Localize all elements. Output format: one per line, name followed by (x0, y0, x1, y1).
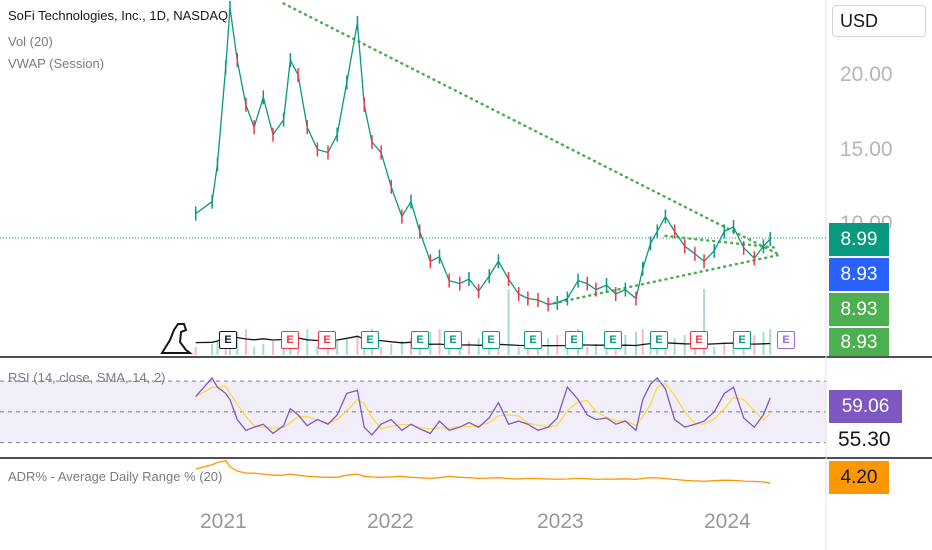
volume-bar (526, 344, 529, 355)
adr-label[interactable]: ADR% - Average Daily Range % (20) (8, 469, 223, 484)
symbol-name[interactable]: SoFi Technologies, Inc., 1D, NASDAQ (8, 8, 229, 23)
currency-selector[interactable]: USD (832, 5, 926, 37)
volume-bar (723, 344, 726, 355)
volume-bar (703, 289, 706, 355)
volume-bar (467, 341, 470, 355)
earnings-marker[interactable]: E (650, 331, 668, 349)
volume-bar (656, 344, 659, 355)
volume-bar (458, 344, 461, 355)
volume-bar (713, 347, 716, 355)
rsi-band (0, 380, 826, 444)
volume-bar (438, 329, 441, 355)
trendline (664, 234, 779, 250)
volume-bar (448, 347, 451, 355)
earnings-marker[interactable]: E (690, 331, 708, 349)
price-series-line (195, 7, 771, 306)
indicator-vwap-label[interactable]: VWAP (Session) (8, 56, 105, 71)
volume-bar (262, 344, 265, 355)
time-axis-label: 2024 (704, 510, 751, 533)
volume-bar (253, 347, 256, 355)
volume-bar (194, 347, 197, 355)
volume-bar (400, 341, 403, 355)
earnings-marker[interactable]: E (777, 331, 795, 349)
volume-bar (594, 344, 597, 355)
volume-bar (635, 332, 637, 355)
time-axis-label: 2022 (367, 510, 414, 533)
trendline-price-tag: 8.93 (829, 328, 889, 356)
time-axis-label: 2023 (537, 510, 584, 533)
volume-bar (683, 335, 686, 355)
volume-bar (390, 344, 393, 355)
volume-bar (316, 347, 319, 355)
volume-bar (673, 338, 676, 355)
volume-bar (216, 341, 219, 355)
volume-bar (547, 338, 550, 355)
volume-bar (649, 347, 652, 355)
earnings-marker[interactable]: E (318, 331, 336, 349)
volume-bar (769, 329, 772, 355)
volume-bar (211, 344, 214, 355)
volume-bar (271, 341, 274, 355)
volume-bar (306, 329, 309, 355)
indicator-vol-label[interactable]: Vol (20) (8, 34, 53, 49)
volume-bar (586, 347, 589, 355)
rsi-value-tag: 59.06 (829, 390, 902, 423)
trendline (282, 2, 779, 256)
rsi-line (195, 376, 771, 436)
earnings-marker[interactable]: E (281, 331, 299, 349)
earnings-marker[interactable]: E (411, 331, 429, 349)
volume-bar (429, 332, 432, 355)
trendline-price-tag: 8.93 (829, 293, 889, 326)
earnings-marker[interactable]: E (219, 331, 237, 349)
tradingview-dino-icon (160, 323, 193, 354)
price-axis-label: 15.00 (840, 138, 893, 161)
volume-bar (244, 329, 247, 355)
volume-bar (345, 338, 348, 355)
rsi-ma-value: 55.30 (838, 428, 891, 451)
rsi-ma-line (195, 382, 771, 430)
rsi-label[interactable]: RSI (14, close, SMA, 14, 2) (8, 370, 166, 385)
earnings-marker[interactable]: E (604, 331, 622, 349)
volume-bar (236, 332, 239, 355)
adr-line (195, 459, 771, 484)
volume-bar (336, 341, 339, 355)
price-candles (194, 0, 771, 312)
volume-bar (356, 335, 359, 355)
volume-bar (477, 338, 480, 355)
volume-bar (753, 335, 756, 355)
volume-bar (380, 347, 383, 355)
last-price-tag: 8.99 (829, 223, 889, 256)
earnings-marker[interactable]: E (444, 331, 462, 349)
price-axis-label: 20.00 (840, 63, 893, 86)
earnings-marker[interactable]: E (565, 331, 583, 349)
volume-bar (517, 347, 520, 355)
earnings-marker[interactable]: E (361, 331, 379, 349)
symbol-title: SoFi Technologies, Inc., 1D, NASDAQ (8, 8, 228, 23)
trendline (546, 254, 779, 306)
adr-value-tag: 4.20 (829, 461, 889, 494)
vwap-price-tag: 8.93 (829, 258, 889, 291)
trendlines (282, 2, 779, 306)
volume-bar (641, 329, 644, 355)
earnings-marker[interactable]: E (524, 331, 542, 349)
volume-bar (507, 289, 510, 355)
earnings-marker[interactable]: E (733, 331, 751, 349)
volume-bar (327, 344, 329, 355)
time-axis-label: 2021 (200, 510, 247, 533)
earnings-marker[interactable]: E (482, 331, 500, 349)
